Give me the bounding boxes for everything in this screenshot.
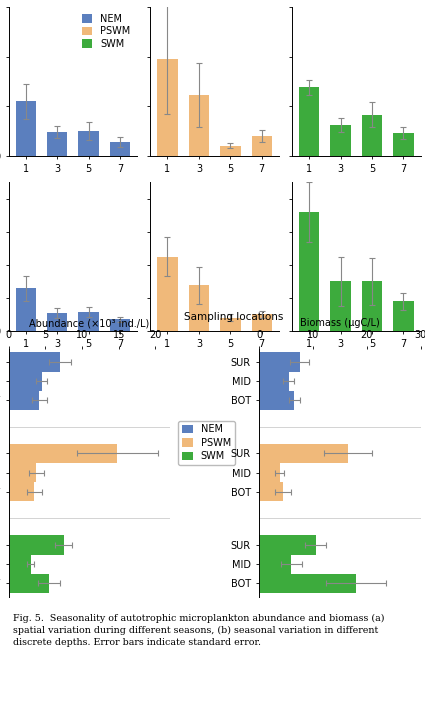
- Legend: NEM, PSWM, SWM: NEM, PSWM, SWM: [178, 421, 235, 465]
- Bar: [8, 391, 40, 410]
- Bar: [252, 136, 272, 156]
- Bar: [8, 535, 64, 555]
- Bar: [259, 482, 283, 501]
- Bar: [16, 101, 36, 156]
- Bar: [157, 257, 178, 331]
- Bar: [110, 141, 130, 156]
- Bar: [259, 574, 356, 593]
- Bar: [393, 134, 414, 156]
- X-axis label: Abundance (×10³ ind./L): Abundance (×10³ ind./L): [29, 318, 150, 328]
- Text: Sampling locations: Sampling locations: [184, 312, 283, 322]
- Bar: [259, 372, 289, 391]
- Bar: [220, 318, 241, 331]
- Bar: [252, 314, 272, 331]
- Bar: [47, 313, 68, 331]
- Bar: [157, 59, 178, 156]
- Bar: [393, 301, 414, 331]
- Bar: [259, 535, 316, 555]
- Legend: NEM, PSWM, SWM: NEM, PSWM, SWM: [80, 12, 133, 50]
- Bar: [330, 282, 351, 331]
- Bar: [110, 319, 130, 331]
- Bar: [362, 114, 382, 156]
- Bar: [8, 444, 117, 463]
- X-axis label: Biomass (µgC/L): Biomass (µgC/L): [300, 318, 380, 328]
- Bar: [299, 212, 320, 331]
- Bar: [8, 372, 42, 391]
- Bar: [8, 555, 31, 574]
- Bar: [189, 95, 209, 156]
- Bar: [8, 463, 37, 482]
- Bar: [259, 391, 294, 410]
- Bar: [330, 125, 351, 156]
- Bar: [259, 463, 280, 482]
- Bar: [79, 312, 99, 331]
- Bar: [79, 131, 99, 156]
- Bar: [16, 288, 36, 331]
- Bar: [259, 353, 300, 372]
- Bar: [299, 87, 320, 156]
- Bar: [259, 444, 348, 463]
- Bar: [220, 146, 241, 156]
- Text: Fig. 5.  Seasonality of autotrophic microplankton abundance and biomass (a)
spat: Fig. 5. Seasonality of autotrophic micro…: [13, 614, 384, 647]
- Bar: [259, 555, 292, 574]
- Bar: [8, 574, 49, 593]
- Bar: [362, 282, 382, 331]
- Bar: [47, 132, 68, 156]
- Bar: [189, 285, 209, 331]
- Bar: [8, 482, 34, 501]
- Bar: [8, 353, 60, 372]
